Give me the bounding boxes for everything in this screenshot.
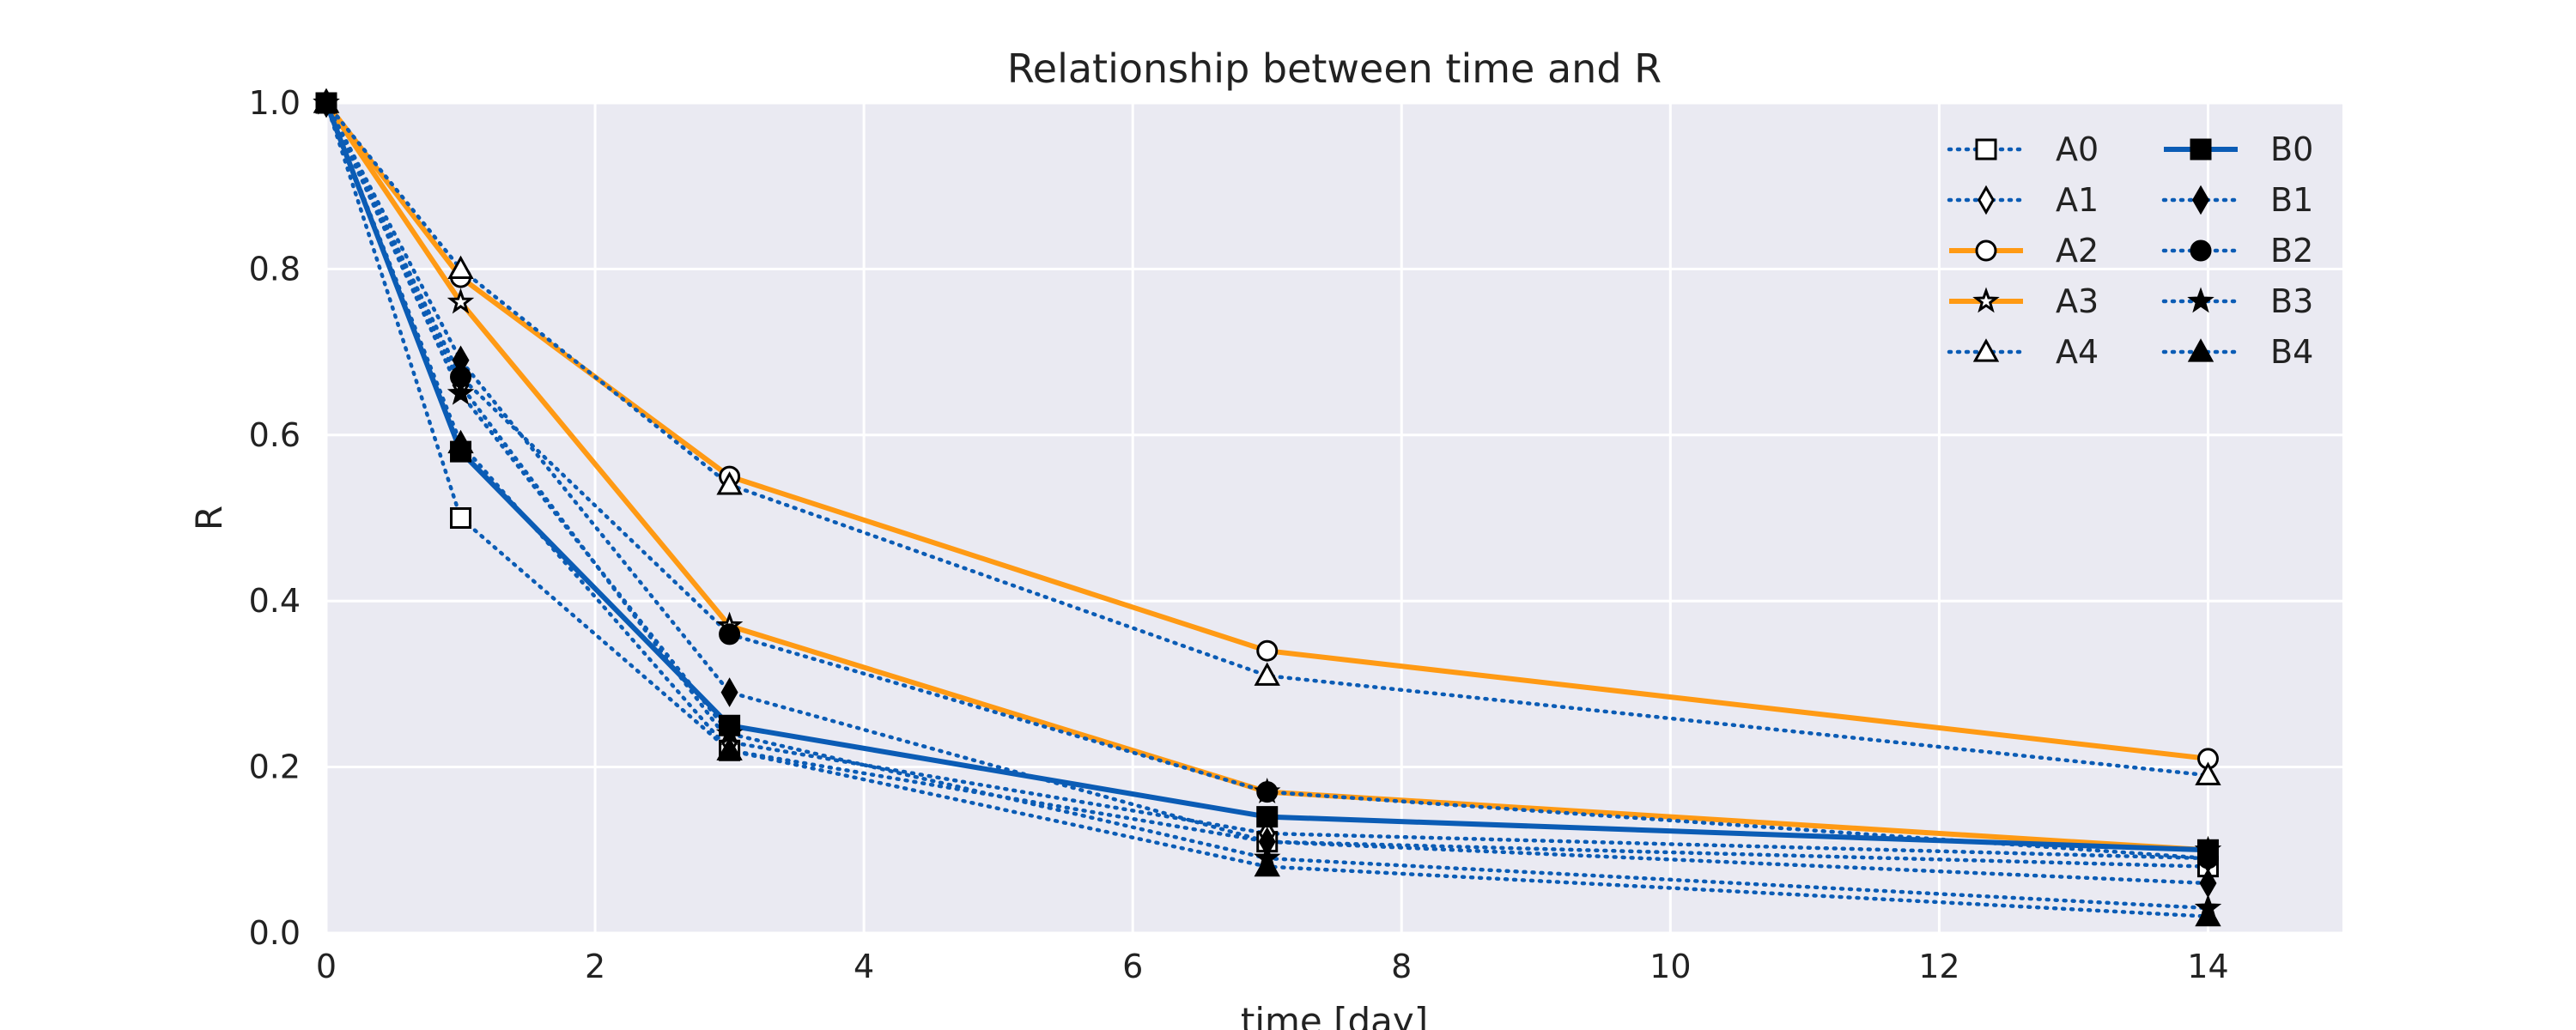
- legend-marker-A1: [1978, 185, 1995, 215]
- legend-item-A0: A0: [1947, 130, 2099, 168]
- x-tick-label: 6: [1122, 948, 1143, 985]
- x-tick-label: 10: [1649, 948, 1691, 985]
- legend-item-B1: B1: [2161, 181, 2313, 219]
- data-point-B2: [719, 623, 741, 645]
- legend-label-B3: B3: [2270, 282, 2313, 320]
- y-axis-label: R: [188, 506, 230, 530]
- x-tick-label: 14: [2187, 948, 2228, 985]
- x-tick-label: 2: [585, 948, 605, 985]
- data-point-A4: [447, 255, 474, 280]
- legend-label-B0: B0: [2270, 130, 2313, 168]
- legend: A0 A1 A2 A3 A4 B0 B1 B2 B3 B4: [1947, 130, 2313, 371]
- legend-item-B3: B3: [2161, 282, 2313, 320]
- chart-title: Relationship between time and R: [1007, 45, 1662, 92]
- legend-marker-A0: [1975, 138, 1997, 161]
- y-tick-label: 0.4: [249, 582, 301, 620]
- x-tick-label: 0: [316, 948, 337, 985]
- x-axis-label: time [day]: [1241, 1000, 1428, 1030]
- legend-marker-A2: [1975, 239, 1997, 262]
- legend-item-A1: A1: [1947, 181, 2099, 219]
- legend-item-A2: A2: [1949, 232, 2099, 270]
- legend-marker-B3: [2187, 287, 2215, 313]
- legend-item-A3: A3: [1949, 282, 2099, 320]
- y-tick-label: 0.8: [249, 250, 301, 288]
- x-tick-label: 8: [1391, 948, 1412, 985]
- data-point-B3: [447, 379, 475, 405]
- legend-label-A2: A2: [2056, 232, 2099, 270]
- legend-label-A3: A3: [2056, 282, 2099, 320]
- x-tick-label: 12: [1918, 948, 1959, 985]
- data-point-B4: [716, 736, 743, 760]
- legend-marker-B4: [2187, 338, 2215, 362]
- y-tick-label: 1.0: [249, 84, 301, 122]
- data-point-B0: [1256, 806, 1279, 828]
- legend-item-B2: B2: [2161, 232, 2313, 270]
- y-tick-label: 0.0: [249, 914, 301, 952]
- series-markers: [313, 88, 2222, 927]
- data-point-B4: [313, 89, 340, 113]
- x-tick-label: 4: [854, 948, 874, 985]
- legend-label-A0: A0: [2056, 130, 2099, 168]
- grid-lines: [325, 101, 2342, 935]
- legend-label-B1: B1: [2270, 181, 2313, 219]
- data-point-A4: [2195, 761, 2221, 785]
- legend-marker-B2: [2190, 239, 2212, 262]
- legend-label-B4: B4: [2270, 333, 2313, 371]
- data-point-B4: [447, 429, 474, 454]
- legend-label-A1: A1: [2056, 181, 2099, 219]
- legend-marker-A4: [1972, 338, 2000, 362]
- data-point-A2: [1256, 639, 1279, 662]
- data-point-B1: [720, 677, 738, 707]
- data-point-B4: [1254, 852, 1280, 877]
- legend-marker-B0: [2190, 138, 2212, 161]
- legend-marker-B1: [2192, 185, 2209, 215]
- tick-labels: 0 2 4 6 8 10 12 14 0.0 0.2 0.4 0.6 0.8 1.0: [249, 84, 2229, 985]
- legend-label-A4: A4: [2056, 333, 2099, 371]
- data-point-A0: [450, 507, 472, 529]
- y-tick-label: 0.2: [249, 748, 301, 786]
- plot-area: [326, 103, 2342, 933]
- legend-item-B4: B4: [2161, 333, 2313, 371]
- data-point-A4: [1254, 662, 1280, 686]
- data-point-A4: [716, 471, 743, 495]
- legend-item-B0: B0: [2164, 130, 2313, 168]
- data-point-B2: [2196, 847, 2219, 869]
- series-line-B1: [324, 100, 2210, 886]
- y-tick-label: 0.6: [249, 416, 301, 454]
- data-point-B2: [1256, 781, 1279, 803]
- series-line-A1: [324, 100, 2210, 861]
- data-point-B4: [2195, 902, 2221, 927]
- legend-label-B2: B2: [2270, 232, 2313, 270]
- legend-item-A4: A4: [1947, 333, 2099, 371]
- data-point-A3: [447, 288, 475, 314]
- legend-marker-A3: [1972, 287, 2000, 313]
